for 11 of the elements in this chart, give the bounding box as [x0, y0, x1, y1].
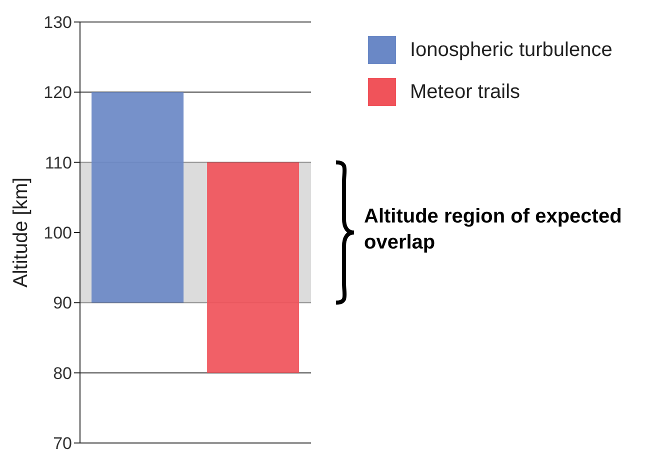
y-tick-label: 80 [53, 364, 72, 383]
band-label: Altitude region of expected overlap [364, 206, 622, 254]
y-tick-label: 120 [44, 83, 72, 102]
y-axis-title: Altitude [km] [10, 177, 32, 288]
y-tick-label: 90 [53, 294, 72, 313]
y-tick-label: 70 [53, 434, 72, 453]
y-tick-label: 110 [44, 153, 72, 172]
legend-label: Ionospheric turbulence [410, 38, 612, 62]
y-tick-label: 130 [44, 13, 72, 32]
legend-label: Meteor trails [410, 80, 520, 104]
y-tick-label: 100 [44, 224, 72, 243]
